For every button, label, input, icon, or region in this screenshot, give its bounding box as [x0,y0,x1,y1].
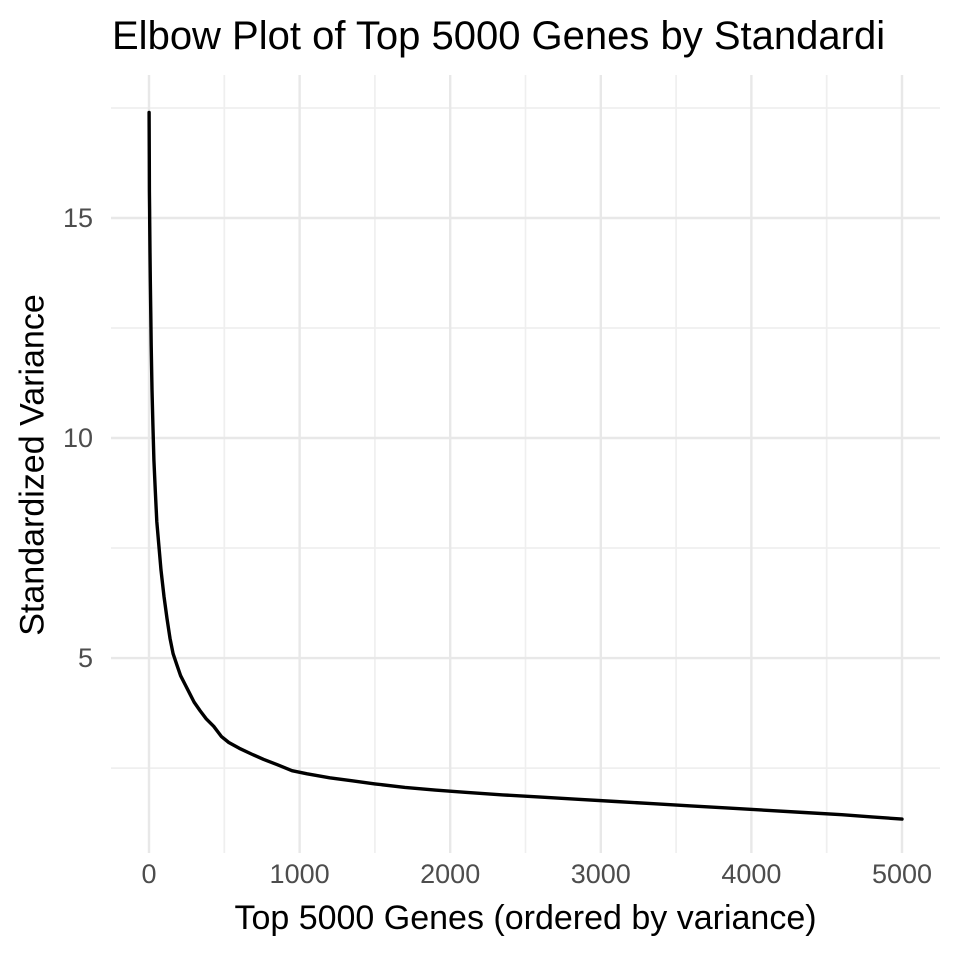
x-tick-label: 5000 [871,859,933,889]
x-axis-title: Top 5000 Genes (ordered by variance) [234,899,817,937]
x-tick-label: 1000 [269,859,330,889]
x-tick-label: 4000 [721,859,782,889]
y-tick-label: 15 [62,202,93,233]
x-tick-label: 2000 [420,859,481,889]
y-tick-label: 10 [62,422,93,453]
plot-title: Elbow Plot of Top 5000 Genes by Standard… [112,14,886,58]
y-tick-label: 5 [77,642,93,673]
variance-curve [147,110,904,821]
x-tick-label: 0 [141,859,157,889]
x-tick-label: 3000 [570,859,631,889]
